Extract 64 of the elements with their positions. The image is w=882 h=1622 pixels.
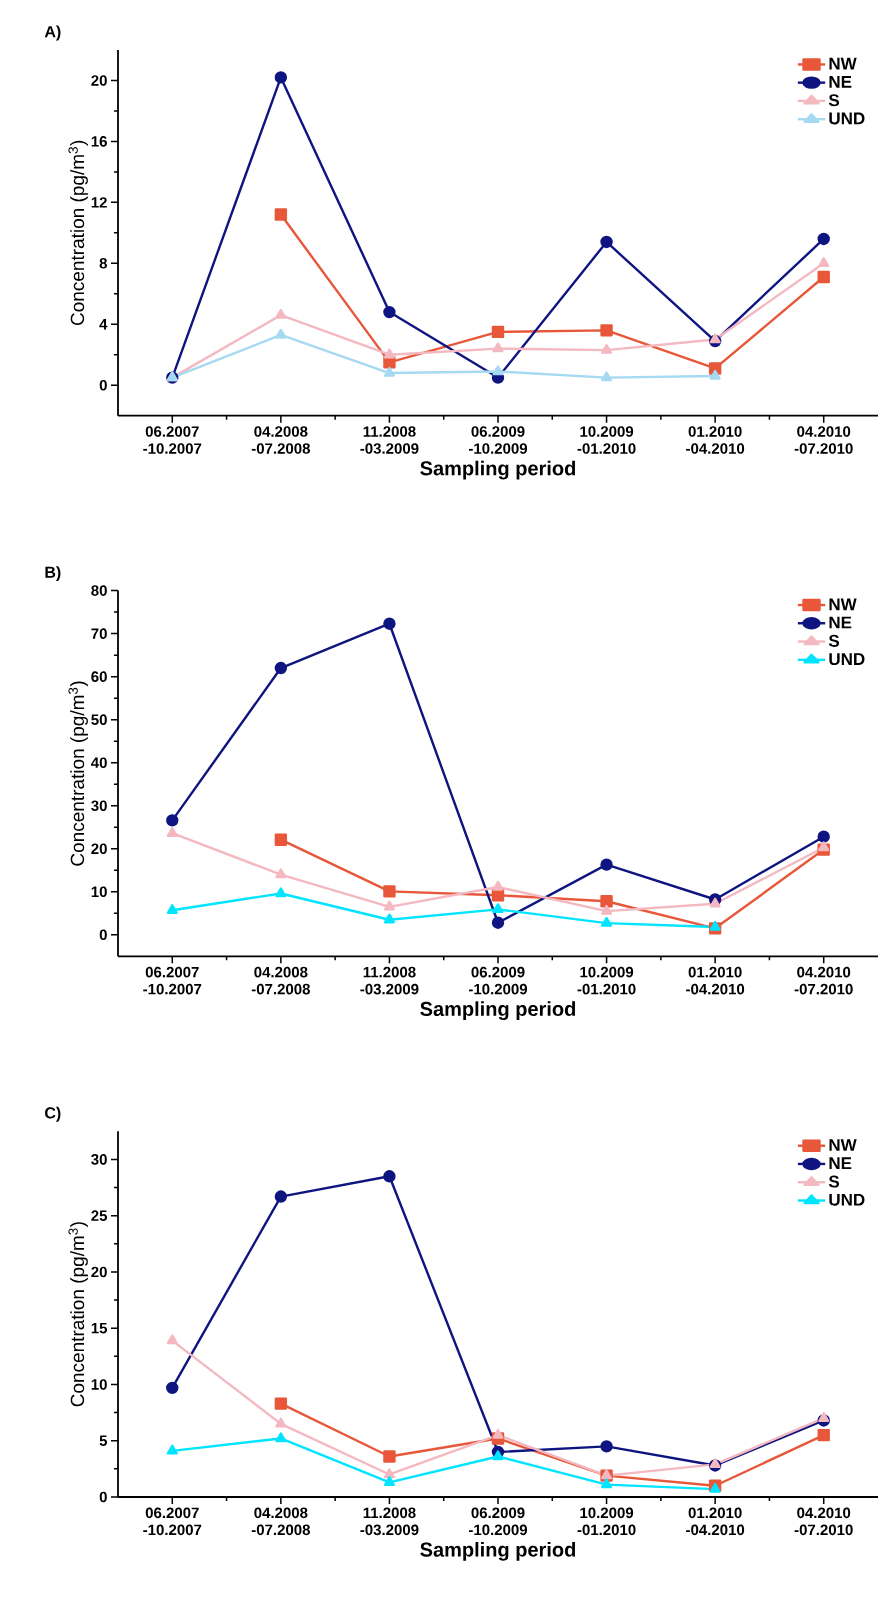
chart-title: B) [45, 566, 61, 582]
y-tick-label: 12 [91, 197, 107, 208]
x-axis-title: Sampling period [420, 460, 576, 480]
y-tick-label: 15 [91, 1322, 108, 1334]
y-tick-label: 30 [91, 1154, 107, 1165]
chart-title: C) [45, 1106, 61, 1122]
x-axis-title: Sampling period [420, 1001, 576, 1021]
legend-label: NW [829, 1139, 857, 1151]
x-tick-label: 04.2008 -07.2008 [251, 966, 310, 995]
x-tick-label: 01.2010 -04.2010 [686, 966, 745, 995]
y-tick-label: 10 [91, 1379, 107, 1390]
y-tick-label: 50 [91, 714, 107, 725]
y-tick-label: 20 [91, 75, 107, 86]
x-tick-label: 06.2007 -10.2007 [143, 1507, 202, 1536]
y-tick-label: 30 [91, 800, 107, 812]
x-tick-label: 10.2009 -01.2010 [577, 966, 636, 995]
y-tick-label: 25 [91, 1210, 108, 1221]
legend-label: UND [829, 112, 865, 125]
y-tick-label: 20 [91, 843, 107, 855]
x-tick-label: 04.2008 -07.2008 [251, 426, 310, 454]
y-tick-label: 0 [99, 1491, 107, 1503]
x-tick-label: 04.2010 -07.2010 [794, 426, 853, 454]
legend-label: UND [829, 653, 865, 666]
x-tick-label: 04.2010 -07.2010 [794, 966, 853, 995]
y-tick-label: 70 [91, 628, 107, 639]
y-tick-label: 4 [99, 319, 108, 330]
legend-label: NE [829, 76, 852, 88]
y-tick-label: 5 [99, 1435, 108, 1446]
y-axis-title: Concentration (pg/m$^{3}$) [68, 681, 88, 866]
x-tick-label: 06.2007 -10.2007 [143, 426, 202, 454]
y-tick-label: 0 [99, 929, 107, 941]
x-tick-label: 01.2010 -04.2010 [686, 1507, 745, 1536]
x-tick-label: 04.2008 -07.2008 [251, 1507, 310, 1536]
x-axis-title: Sampling period [420, 1542, 576, 1561]
chart-title: A) [44, 25, 61, 41]
y-tick-label: 80 [91, 585, 107, 596]
y-tick-label: 60 [91, 671, 107, 682]
y-tick-label: 16 [91, 136, 107, 147]
x-tick-label: 06.2009 -10.2009 [468, 426, 528, 454]
legend-label: NE [829, 1157, 852, 1170]
y-tick-label: 0 [99, 379, 107, 391]
legend-label: S [828, 94, 840, 107]
y-axis-title: Concentration (pg/m$^{3}$) [68, 140, 88, 326]
legend-label: S [828, 634, 840, 647]
legend-label: NW [829, 57, 857, 70]
legend-label: UND [829, 1193, 865, 1206]
y-tick-label: 40 [91, 757, 107, 768]
y-tick-label: 10 [91, 886, 107, 898]
x-tick-label: 01.2010 -04.2010 [686, 426, 745, 454]
legend-label: NW [829, 598, 857, 611]
x-tick-label: 11.2008 -03.2009 [360, 426, 419, 454]
legend-label: NE [829, 616, 852, 629]
x-tick-label: 06.2009 -10.2009 [468, 1507, 528, 1536]
x-tick-label: 11.2008 -03.2009 [360, 1507, 419, 1536]
y-tick-label: 8 [99, 258, 107, 269]
x-tick-label: 11.2008 -03.2009 [360, 966, 419, 995]
x-tick-label: 06.2007 -10.2007 [143, 966, 202, 995]
legend-label: S [828, 1175, 840, 1188]
x-tick-label: 04.2010 -07.2010 [794, 1507, 853, 1536]
x-tick-label: 10.2009 -01.2010 [577, 1507, 636, 1536]
y-axis-title: Concentration (pg/m$^{3}$) [68, 1222, 88, 1407]
y-tick-label: 20 [91, 1266, 107, 1278]
x-tick-label: 06.2009 -10.2009 [468, 966, 528, 995]
x-tick-label: 10.2009 -01.2010 [577, 426, 636, 454]
